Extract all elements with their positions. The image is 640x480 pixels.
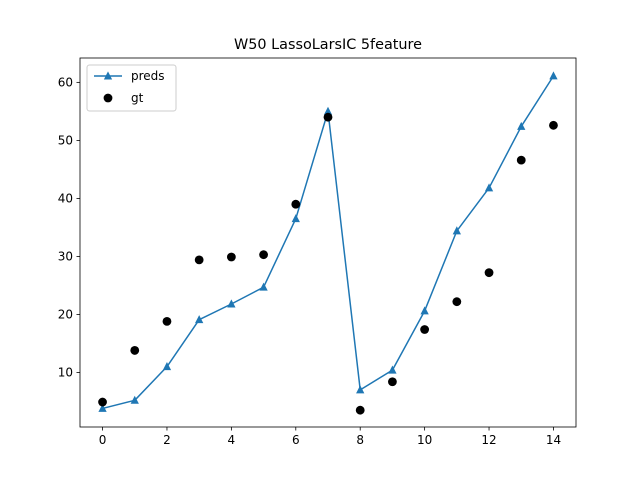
y-tick-label: 40	[58, 192, 73, 206]
y-tick-label: 30	[58, 250, 73, 264]
gt-point	[162, 317, 172, 326]
x-tick-label: 14	[546, 433, 561, 447]
preds-point	[549, 71, 558, 80]
gt-point	[259, 250, 268, 260]
gt-point	[194, 255, 204, 265]
gt-point	[130, 346, 140, 355]
x-tick-label: 10	[417, 433, 432, 447]
gt-point	[452, 297, 462, 307]
gt-point	[549, 120, 558, 130]
y-tick-label: 10	[58, 366, 73, 380]
gt-point	[484, 268, 494, 278]
x-tick-label: 2	[163, 433, 171, 447]
legend: preds gt	[86, 64, 177, 112]
chart-title: W50 LassoLarsIC 5feature	[234, 37, 422, 53]
gt-point	[516, 155, 526, 165]
gt-point	[291, 199, 301, 209]
gt-point	[355, 405, 365, 415]
y-tick-label: 60	[58, 76, 73, 90]
preds-point	[452, 226, 461, 235]
gt-point	[388, 377, 397, 387]
preds-point	[162, 362, 172, 371]
plot-area: 0 2 4 6 8 10 12 14 10 20 30 40 50 60	[58, 57, 577, 447]
x-tick-label: 12	[481, 433, 496, 447]
legend-preds-marker	[103, 71, 113, 80]
preds-point	[517, 121, 526, 130]
preds-point	[227, 299, 236, 308]
x-tick-label: 0	[99, 433, 107, 447]
preds-point	[98, 403, 107, 412]
legend-gt-label: gt	[131, 91, 144, 105]
preds-point	[420, 306, 429, 315]
legend-preds-label: preds	[131, 69, 165, 83]
preds-line	[102, 75, 555, 410]
preds-point	[259, 282, 268, 291]
preds-point	[130, 395, 139, 404]
gt-point	[420, 325, 430, 334]
y-tick-label: 50	[58, 134, 73, 148]
preds-point	[356, 385, 365, 394]
preds-point	[195, 315, 204, 324]
x-tick-label: 4	[228, 433, 236, 447]
gt-point	[98, 397, 107, 407]
preds-point	[388, 365, 397, 374]
x-tick-label: 6	[292, 433, 300, 447]
gt-point	[226, 252, 236, 262]
preds-point	[323, 106, 333, 115]
preds-point	[484, 183, 494, 192]
x-tick-label: 8	[356, 433, 364, 447]
legend-gt-marker	[103, 93, 113, 103]
preds-point	[291, 214, 300, 223]
y-tick-label: 20	[58, 308, 73, 322]
gt-point	[323, 112, 333, 122]
axes-frame	[79, 57, 577, 428]
